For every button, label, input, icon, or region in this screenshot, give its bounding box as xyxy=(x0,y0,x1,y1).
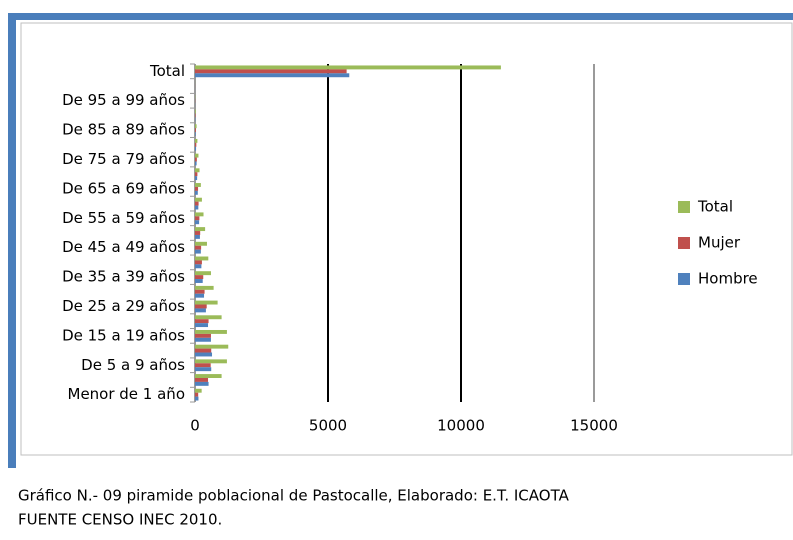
bar xyxy=(195,69,347,74)
x-tick-label: 0 xyxy=(190,417,200,435)
bar xyxy=(195,73,350,78)
bar xyxy=(195,231,201,235)
bar xyxy=(195,396,199,401)
bar xyxy=(195,319,209,324)
bar xyxy=(195,271,211,276)
bar xyxy=(195,344,229,349)
legend-label: Mujer xyxy=(698,234,741,252)
bar xyxy=(195,227,206,232)
bar xyxy=(195,220,200,225)
bar xyxy=(195,285,214,290)
y-tick-label: De 15 a 19 años xyxy=(62,326,185,344)
y-tick-label: De 35 a 39 años xyxy=(62,268,185,286)
bar xyxy=(195,363,211,368)
bar xyxy=(195,275,204,280)
bar xyxy=(195,388,202,393)
bar xyxy=(195,124,197,129)
y-tick-label: De 45 a 49 años xyxy=(62,238,185,256)
bar xyxy=(195,216,200,221)
bar xyxy=(195,359,227,364)
caption-line: Gráfico N.- 09 piramide poblacional de P… xyxy=(18,487,570,505)
bar xyxy=(195,323,209,328)
bar xyxy=(195,157,197,162)
y-tick-label: De 5 a 9 años xyxy=(81,356,185,374)
y-tick-label: De 55 a 59 años xyxy=(62,209,185,227)
y-tick-label: De 95 a 99 años xyxy=(62,91,185,109)
bar xyxy=(195,183,201,187)
bar xyxy=(195,377,209,382)
bar xyxy=(195,142,197,147)
bar xyxy=(195,241,207,246)
bar xyxy=(195,138,198,143)
bar xyxy=(195,300,218,305)
y-tick-label: De 25 a 29 años xyxy=(62,297,185,315)
bar xyxy=(195,245,202,250)
bar xyxy=(195,161,197,166)
bar xyxy=(195,153,199,158)
caption-line: FUENTE CENSO INEC 2010. xyxy=(18,511,222,529)
bar xyxy=(195,352,213,357)
bar xyxy=(195,128,196,133)
bar xyxy=(195,172,198,177)
bar xyxy=(195,374,222,378)
x-tick-label: 15000 xyxy=(570,417,618,435)
bar xyxy=(195,205,199,210)
y-tick-label: De 65 a 69 años xyxy=(62,179,185,197)
bar xyxy=(195,260,202,265)
chart-area xyxy=(20,22,793,456)
bar xyxy=(195,329,227,334)
bar xyxy=(195,201,199,206)
legend-label: Hombre xyxy=(698,270,758,288)
bar xyxy=(195,190,198,195)
bar xyxy=(195,234,200,239)
frame-top xyxy=(8,13,793,20)
legend-label: Total xyxy=(697,198,733,216)
bar xyxy=(195,197,202,202)
bar xyxy=(195,132,196,137)
bar xyxy=(195,146,197,151)
bar xyxy=(195,337,211,342)
legend-swatch xyxy=(678,237,690,249)
bar xyxy=(195,109,196,114)
bar xyxy=(195,264,202,269)
legend-swatch xyxy=(678,201,690,213)
bar xyxy=(195,176,198,181)
bar xyxy=(195,367,212,372)
legend-swatch xyxy=(678,273,690,285)
bar xyxy=(195,392,199,397)
frame-left xyxy=(8,13,16,468)
bar xyxy=(195,348,212,353)
bar xyxy=(195,249,201,254)
x-tick-label: 10000 xyxy=(437,417,485,435)
bar xyxy=(195,65,501,70)
bar xyxy=(195,333,211,338)
bar xyxy=(195,256,209,261)
bar xyxy=(195,308,206,313)
bar xyxy=(195,304,207,309)
bar xyxy=(195,186,199,191)
y-tick-label: De 75 a 79 años xyxy=(62,150,185,168)
x-tick-label: 5000 xyxy=(309,417,347,435)
bar xyxy=(195,381,209,386)
bar xyxy=(195,315,222,320)
bar xyxy=(195,212,204,217)
bar xyxy=(195,168,200,173)
y-tick-label: Total xyxy=(149,62,185,80)
y-tick-label: De 85 a 89 años xyxy=(62,121,185,139)
bar xyxy=(195,293,205,298)
y-tick-label: Menor de 1 año xyxy=(68,385,186,403)
bar xyxy=(195,279,203,283)
bar xyxy=(195,289,205,294)
